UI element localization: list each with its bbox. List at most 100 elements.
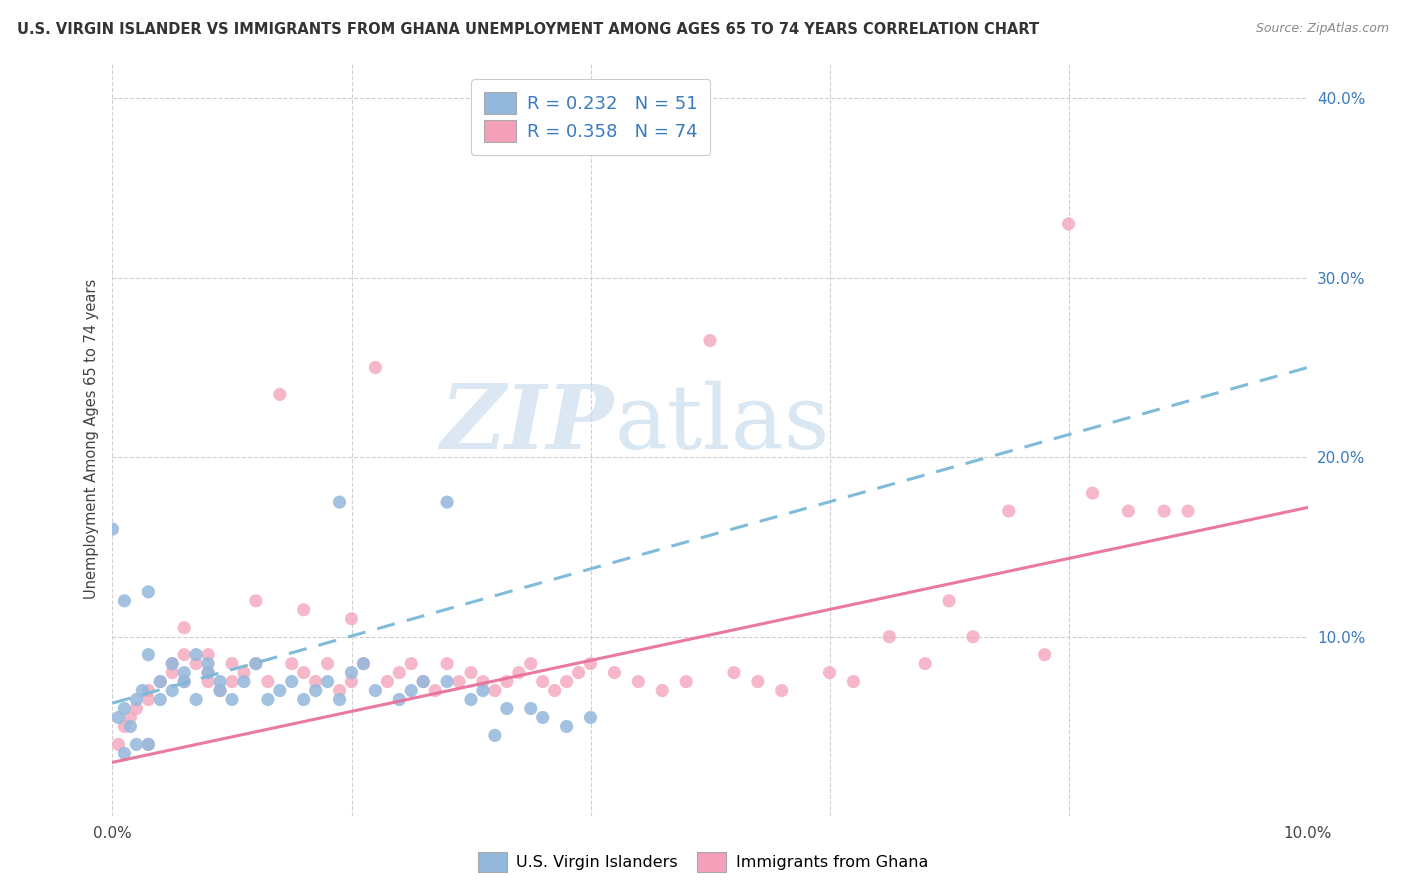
Point bbox=[149, 674, 172, 689]
Point bbox=[472, 674, 495, 689]
Point bbox=[484, 683, 506, 698]
Point bbox=[138, 648, 160, 662]
Legend: U.S. Virgin Islanders, Immigrants from Ghana: U.S. Virgin Islanders, Immigrants from G… bbox=[470, 844, 936, 880]
Point bbox=[138, 738, 160, 752]
Text: ZIP: ZIP bbox=[441, 381, 614, 467]
Point bbox=[162, 683, 183, 698]
Point bbox=[388, 665, 411, 680]
Point bbox=[138, 738, 160, 752]
Point bbox=[1177, 504, 1199, 518]
Point bbox=[292, 692, 315, 706]
Point bbox=[568, 665, 591, 680]
Point bbox=[173, 674, 195, 689]
Point bbox=[245, 594, 267, 608]
Point bbox=[281, 657, 304, 671]
Point bbox=[747, 674, 769, 689]
Point bbox=[879, 630, 901, 644]
Point bbox=[425, 683, 447, 698]
Point bbox=[131, 683, 153, 698]
Point bbox=[269, 683, 291, 698]
Point bbox=[120, 710, 142, 724]
Point bbox=[579, 657, 602, 671]
Point bbox=[340, 612, 363, 626]
Point bbox=[125, 738, 148, 752]
Point bbox=[675, 674, 697, 689]
Text: Source: ZipAtlas.com: Source: ZipAtlas.com bbox=[1256, 22, 1389, 36]
Point bbox=[316, 657, 339, 671]
Point bbox=[770, 683, 793, 698]
Point bbox=[364, 360, 387, 375]
Point bbox=[107, 738, 129, 752]
Text: atlas: atlas bbox=[614, 381, 830, 468]
Point bbox=[436, 495, 458, 509]
Point bbox=[364, 683, 387, 698]
Point bbox=[305, 674, 328, 689]
Point bbox=[209, 683, 232, 698]
Point bbox=[245, 657, 267, 671]
Point bbox=[460, 665, 482, 680]
Point bbox=[329, 692, 352, 706]
Point bbox=[340, 665, 363, 680]
Point bbox=[245, 657, 267, 671]
Point bbox=[603, 665, 626, 680]
Point bbox=[173, 648, 195, 662]
Point bbox=[998, 504, 1021, 518]
Point bbox=[138, 692, 160, 706]
Point bbox=[531, 710, 554, 724]
Point bbox=[531, 674, 554, 689]
Point bbox=[520, 701, 543, 715]
Point bbox=[651, 683, 673, 698]
Point bbox=[162, 657, 183, 671]
Point bbox=[269, 387, 291, 401]
Point bbox=[101, 522, 124, 536]
Point bbox=[233, 674, 256, 689]
Point bbox=[197, 665, 219, 680]
Point bbox=[1118, 504, 1140, 518]
Point bbox=[449, 674, 471, 689]
Point bbox=[209, 683, 232, 698]
Point bbox=[377, 674, 399, 689]
Point bbox=[197, 674, 219, 689]
Point bbox=[114, 747, 135, 761]
Point bbox=[496, 701, 519, 715]
Point bbox=[257, 674, 280, 689]
Point bbox=[340, 674, 363, 689]
Point bbox=[472, 683, 495, 698]
Point bbox=[1033, 648, 1056, 662]
Point bbox=[107, 710, 129, 724]
Point bbox=[388, 692, 411, 706]
Point bbox=[149, 692, 172, 706]
Point bbox=[125, 692, 148, 706]
Point bbox=[353, 657, 375, 671]
Point bbox=[221, 692, 243, 706]
Point bbox=[353, 657, 375, 671]
Point bbox=[401, 683, 423, 698]
Point bbox=[173, 665, 195, 680]
Point bbox=[209, 674, 232, 689]
Point bbox=[555, 719, 578, 733]
Point bbox=[120, 719, 142, 733]
Point bbox=[292, 665, 315, 680]
Point bbox=[1153, 504, 1175, 518]
Point bbox=[520, 657, 543, 671]
Point bbox=[1057, 217, 1080, 231]
Point bbox=[460, 692, 482, 706]
Point bbox=[197, 665, 219, 680]
Point bbox=[305, 683, 328, 698]
Point bbox=[292, 603, 315, 617]
Text: U.S. VIRGIN ISLANDER VS IMMIGRANTS FROM GHANA UNEMPLOYMENT AMONG AGES 65 TO 74 Y: U.S. VIRGIN ISLANDER VS IMMIGRANTS FROM … bbox=[17, 22, 1039, 37]
Point bbox=[412, 674, 434, 689]
Point bbox=[173, 621, 195, 635]
Point bbox=[1081, 486, 1104, 500]
Point bbox=[233, 665, 256, 680]
Point bbox=[496, 674, 519, 689]
Point bbox=[186, 692, 208, 706]
Point bbox=[138, 683, 160, 698]
Point bbox=[401, 657, 423, 671]
Point bbox=[281, 674, 304, 689]
Point bbox=[138, 585, 160, 599]
Point bbox=[221, 674, 243, 689]
Point bbox=[699, 334, 721, 348]
Point bbox=[125, 701, 148, 715]
Point bbox=[162, 657, 183, 671]
